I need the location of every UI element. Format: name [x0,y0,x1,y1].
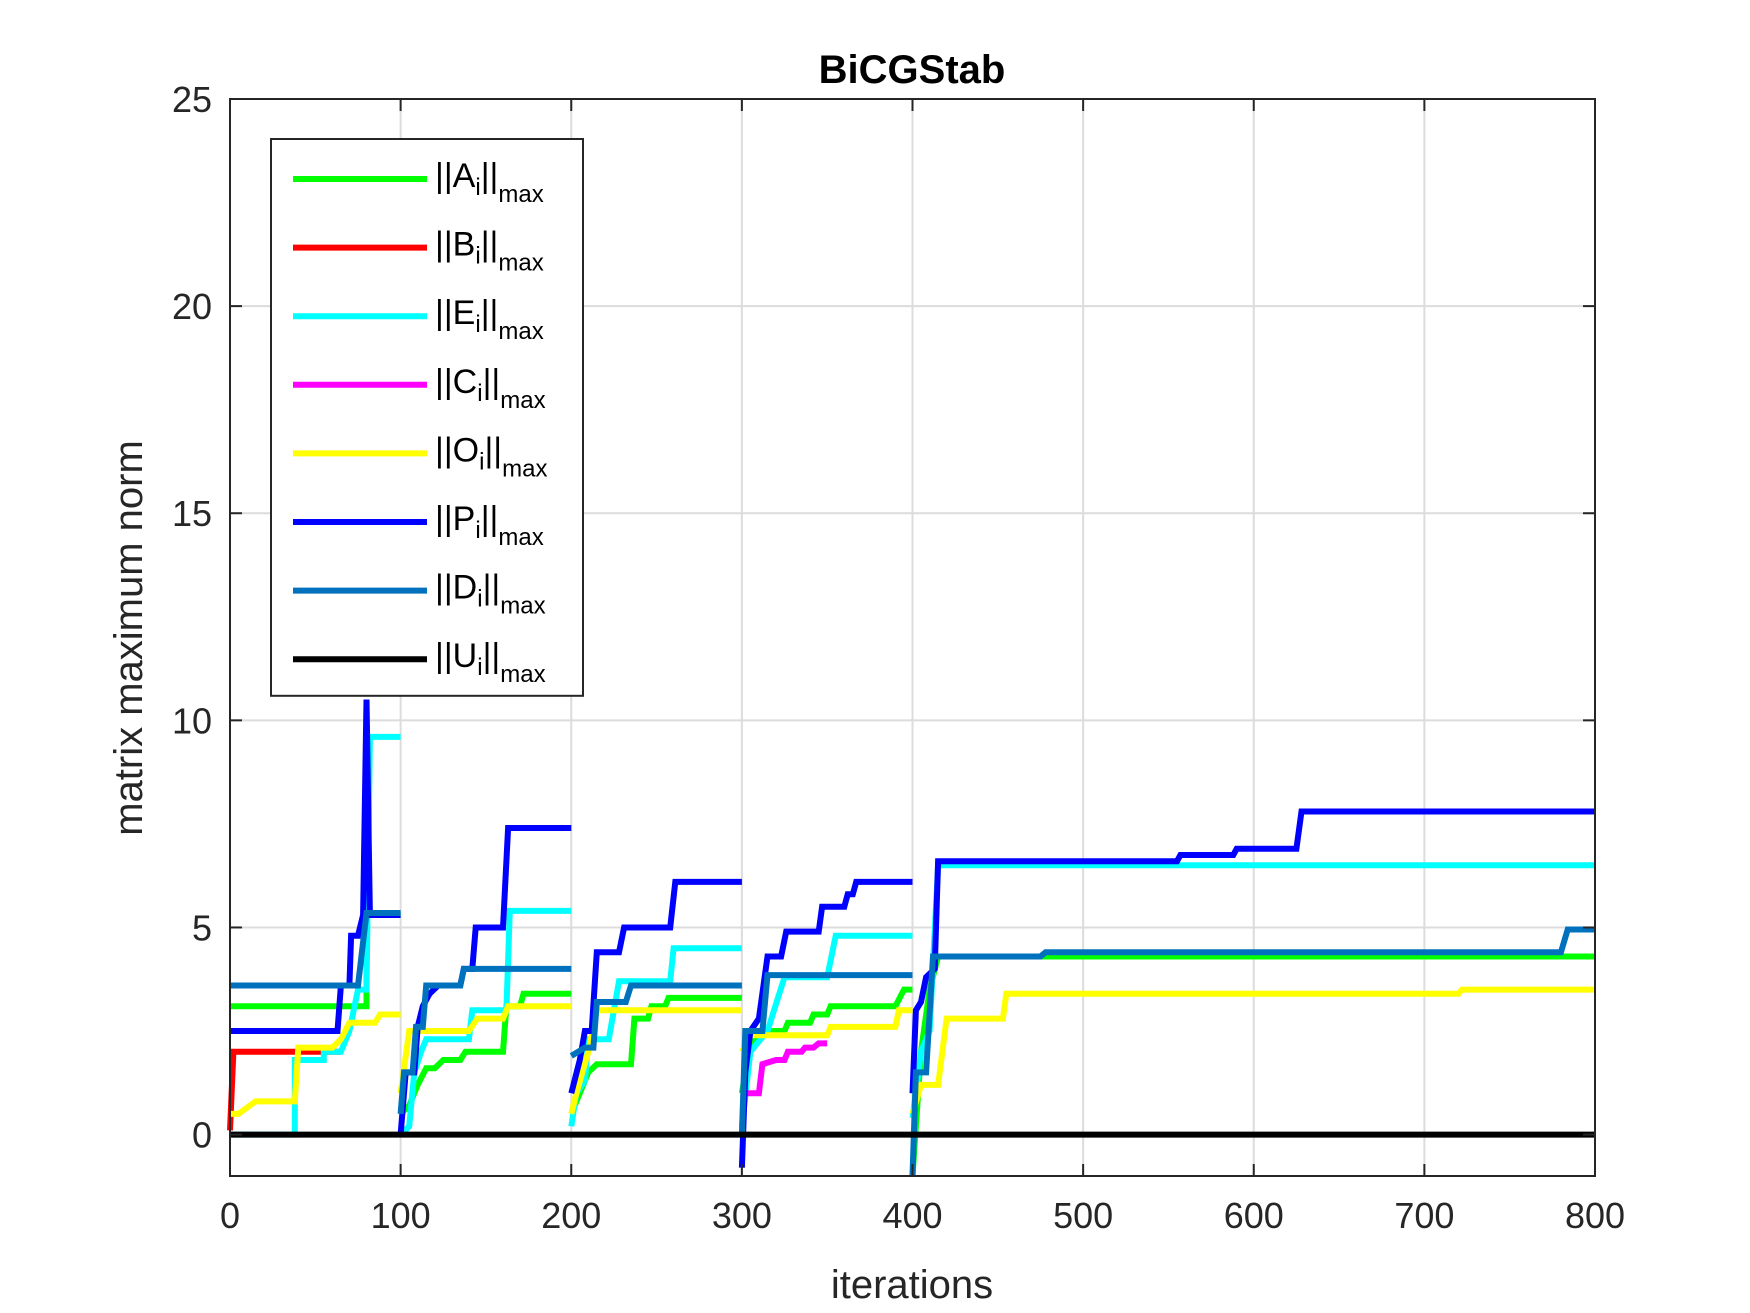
series-line-O-1 [397,1003,572,1094]
x-tick-label: 500 [1053,1195,1113,1236]
series-line-D-3 [738,972,913,1135]
y-tick-label: 10 [172,700,212,741]
series-line-O-2 [568,1007,742,1115]
series-line-P-1 [397,825,572,1135]
y-tick-label: 15 [172,493,212,534]
y-axis-label: matrix maximum norm [107,440,151,836]
legend-entry-B: ||Bi||max [435,226,544,277]
series-line-P-0 [230,699,401,1034]
series-line-D-0 [230,910,401,989]
x-tick-label: 300 [712,1195,772,1236]
legend-entry-U: ||Ui||max [435,637,546,688]
x-tick-label: 100 [371,1195,431,1236]
series-C [741,1040,828,1097]
series-line-D-4 [909,926,1595,1177]
series-line-P-2 [568,878,742,1094]
y-tick-label: 25 [172,79,212,120]
axes-box [229,98,1596,1177]
legend-entry-E: ||Ei||max [435,294,544,345]
series-line-E-1 [398,907,572,1137]
chart-title: BiCGStab [819,48,1006,92]
series-B [227,1048,341,1131]
x-tick-label: 200 [541,1195,601,1236]
series-line-O-4 [909,986,1595,1115]
legend: ||Ai||max ||Bi||max ||Ei||max ||Ci||max ||Oi… [270,138,584,697]
axes: 0 100 200 300 400 500 600 700 800 0 5 10 15 20 25 [172,79,1625,1236]
legend-box [270,138,584,697]
series-line-D-1 [397,965,572,1115]
series-line-B-0 [227,1048,341,1131]
series-D [230,910,1595,1177]
x-tick-label: 0 [220,1195,240,1236]
legend-entry-D: ||Di||max [435,569,546,620]
legend-entry-C: ||Ci||max [435,363,546,414]
series-line-E-0 [230,733,401,1138]
series-line-C-0 [741,1040,828,1097]
series-line-A-0 [230,912,401,1010]
legend-entry-O: ||Oi||max [435,431,547,482]
series-line-O-0 [230,1011,401,1117]
legend-entry-A: ||Ai||max [435,157,544,208]
x-tick-label: 600 [1224,1195,1284,1236]
y-tick-label: 0 [192,1115,212,1156]
y-tick-label: 5 [192,907,212,948]
legend-entry-P: ||Pi||max [435,500,544,551]
plot-area [227,699,1595,1177]
x-tick-label: 400 [882,1195,942,1236]
series-line-D-2 [569,982,742,1059]
series-line-P-4 [909,808,1595,1094]
x-tick-label: 800 [1565,1195,1625,1236]
x-tick-label: 700 [1394,1195,1454,1236]
y-tick-label: 20 [172,286,212,327]
x-axis-label: iterations [831,1263,993,1307]
series-O [230,986,1595,1117]
